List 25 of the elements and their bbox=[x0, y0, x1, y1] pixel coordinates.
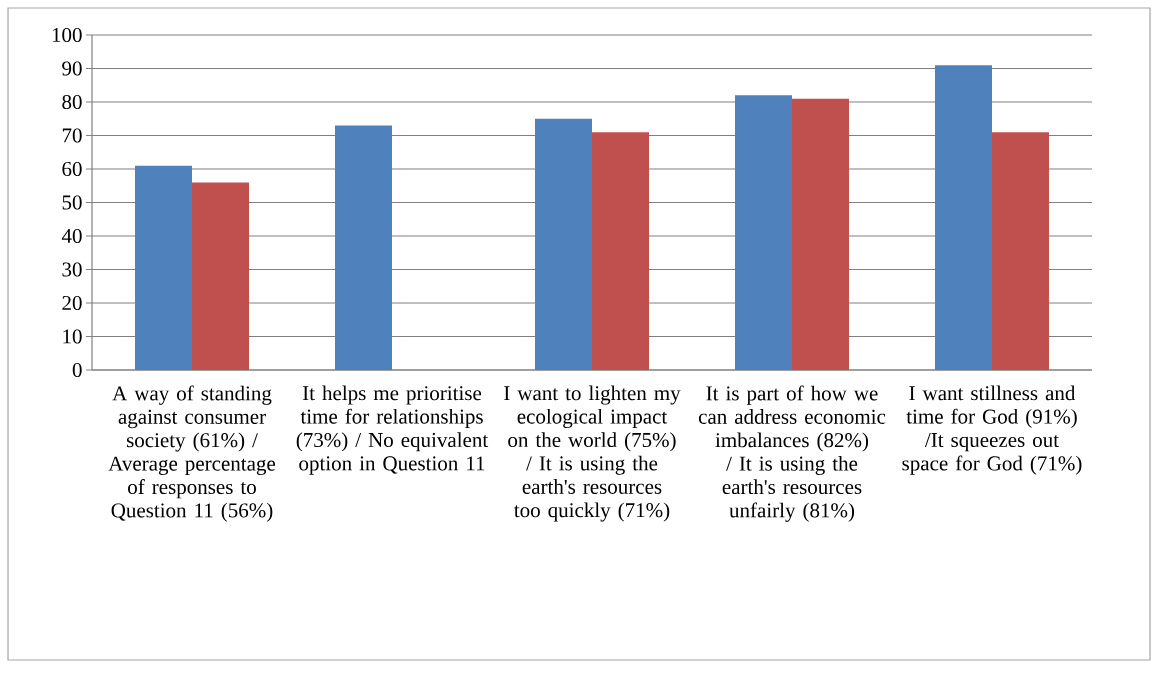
y-tick-label: 50 bbox=[62, 195, 82, 210]
y-tick-label: 0 bbox=[72, 362, 82, 378]
x-tick-label: I want to lighten my ecological impact on the world (75%) / It is using the earth's resources too quickly (71%) bbox=[504, 385, 681, 522]
bar bbox=[535, 118, 592, 370]
bar bbox=[192, 182, 250, 370]
y-tick-label: 90 bbox=[62, 61, 82, 76]
y-tick-label: 20 bbox=[62, 295, 82, 311]
bar bbox=[335, 125, 392, 370]
bar bbox=[592, 132, 649, 370]
bar bbox=[991, 132, 1049, 370]
x-tick-label: It helps me prioritise time for relationships (73%) / No equivalent option in Question 11 bbox=[296, 385, 489, 475]
y-tick-label: 70 bbox=[62, 128, 82, 143]
y-tick-label: 30 bbox=[62, 262, 82, 277]
y-tick-label: 10 bbox=[63, 329, 82, 344]
y-tick-label: 80 bbox=[62, 94, 82, 110]
bar bbox=[734, 95, 792, 370]
y-tick-label: 40 bbox=[61, 228, 82, 244]
x-tick-label: I want stillness and time for God (91%) /It squeezes out space for God (71%) bbox=[902, 385, 1082, 475]
bar bbox=[792, 98, 849, 370]
x-tick-label: It is part of how we can address economic imbalances (82%) / It is using the earth's resources unfairly (81%) bbox=[698, 385, 886, 522]
bar bbox=[135, 165, 193, 370]
bar bbox=[934, 65, 992, 370]
y-tick-label: 100 bbox=[52, 27, 82, 43]
x-tick-label: A way of standing against consumer society (61%) / Average percentage of responses to Question 11 (56%) bbox=[108, 385, 276, 522]
y-tick-label: 60 bbox=[62, 161, 82, 177]
